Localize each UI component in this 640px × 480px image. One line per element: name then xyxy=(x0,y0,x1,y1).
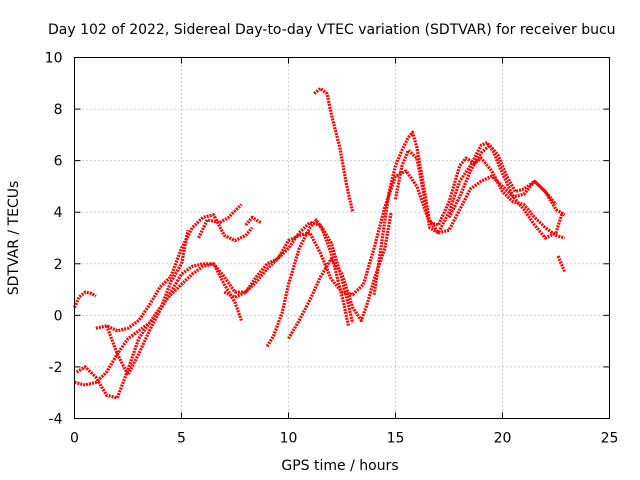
series-line-track-c xyxy=(75,262,243,400)
gridlines xyxy=(74,57,610,419)
series-line-track-j xyxy=(287,211,393,340)
y-tick-label: -2 xyxy=(49,360,63,376)
series-line-track-n xyxy=(447,143,566,219)
y-tick-label: -4 xyxy=(49,412,63,428)
y-tick-label: 6 xyxy=(54,154,63,170)
y-tick-label: 10 xyxy=(45,51,63,67)
axis-ticks: 0 5 10 15 20 25 -4 -2 0 2 4 6 8 10 xyxy=(45,51,619,447)
plot-frame xyxy=(74,57,610,419)
series-line-track-d xyxy=(95,213,254,333)
series-line-track-k xyxy=(313,86,355,213)
chart-title: Day 102 of 2022, Sidereal Day-to-day VTE… xyxy=(48,22,616,38)
x-tick-label: 5 xyxy=(177,431,186,447)
x-tick-label: 10 xyxy=(280,431,298,447)
series-line-track-b xyxy=(74,169,558,387)
y-tick-label: 8 xyxy=(54,102,63,118)
series-line-track-m xyxy=(393,141,564,240)
series-line-track-h xyxy=(223,220,355,324)
series-line-track-i xyxy=(265,218,350,348)
x-tick-label: 0 xyxy=(70,431,79,447)
series-line-track-f xyxy=(197,203,243,239)
x-tick-label: 25 xyxy=(601,431,619,447)
series-line-track-l xyxy=(372,130,566,295)
series-line-track-o xyxy=(556,255,567,273)
y-tick-label: 0 xyxy=(54,308,63,324)
y-axis-label: SDTVAR / TECUs xyxy=(6,181,22,296)
x-tick-label: 20 xyxy=(494,431,512,447)
series-line-track-e xyxy=(105,229,190,377)
y-tick-label: 2 xyxy=(54,257,63,273)
x-axis-label: GPS time / hours xyxy=(281,458,398,474)
x-tick-label: 15 xyxy=(387,431,405,447)
series-line-track-a xyxy=(73,290,97,309)
y-tick-label: 4 xyxy=(54,205,63,221)
series-line-track-g xyxy=(244,215,262,227)
data-series xyxy=(73,86,567,400)
